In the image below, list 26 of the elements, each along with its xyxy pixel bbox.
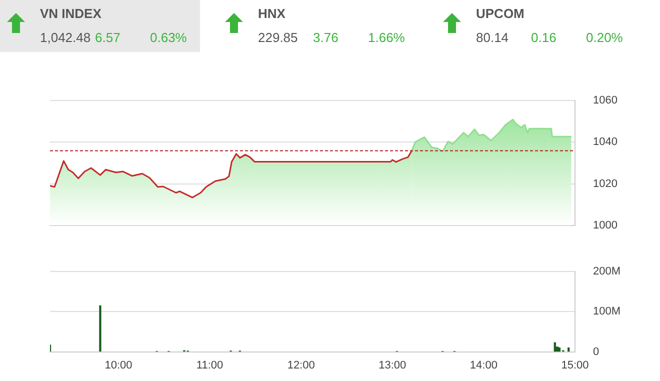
- x-tick-label: 15:00: [561, 359, 589, 372]
- text: 0.16: [531, 30, 556, 45]
- y-tick-label: 100M: [593, 306, 621, 318]
- bar: [99, 305, 102, 352]
- text: 1.66%: [368, 30, 405, 45]
- text: 6.57: [95, 30, 120, 45]
- x-tick-label: 13:00: [378, 359, 406, 372]
- x-tick-label: 11:00: [196, 359, 224, 372]
- y-tick-label: 1060: [593, 94, 618, 107]
- text: VN INDEX: [40, 6, 102, 21]
- text: HNX: [258, 6, 286, 21]
- y-tick-label: 1040: [593, 136, 618, 148]
- text: 3.76: [313, 30, 338, 45]
- text: 1,042.48: [40, 30, 91, 45]
- y-tick-label: 200M: [593, 266, 621, 278]
- text: 0.20%: [586, 30, 623, 45]
- x-tick-label: 10:00: [104, 359, 132, 372]
- text: 80.14: [476, 30, 509, 45]
- text: UPCOM: [476, 6, 524, 21]
- text: 229.85: [258, 30, 298, 45]
- y-tick-label: 1000: [593, 219, 618, 232]
- y-tick-label: 1020: [593, 178, 618, 190]
- text: 0.63%: [150, 30, 187, 45]
- y-tick-label: 0: [593, 346, 600, 358]
- x-tick-label: 14:00: [470, 359, 498, 372]
- x-tick-label: 12:00: [287, 359, 315, 372]
